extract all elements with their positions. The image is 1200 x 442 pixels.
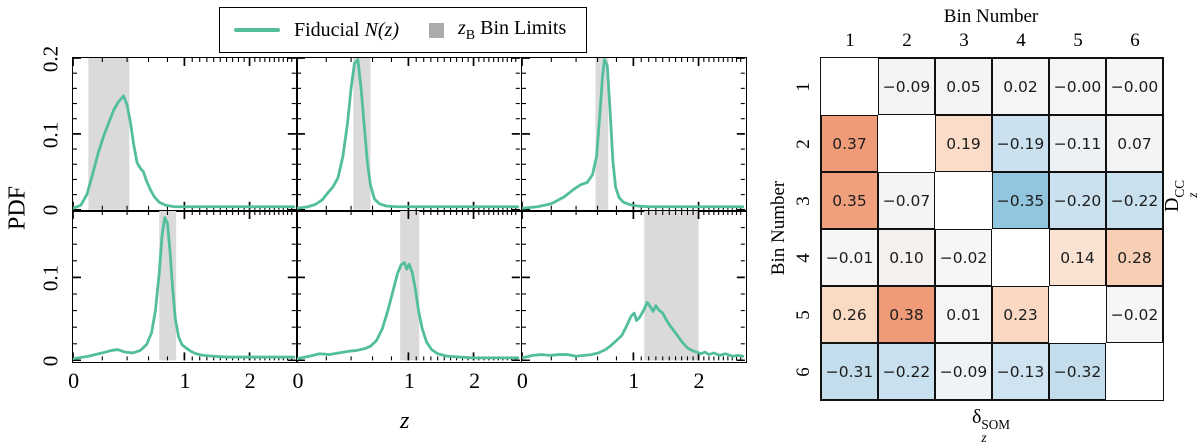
pdf-panel-bin3 [520,57,747,212]
matrix-left-axis-label: Bin Number [768,180,789,276]
matrix-cell-r2c5: −0.11 [1049,115,1106,172]
pdf-panel-bin1 [72,57,298,212]
matrix-cell-r3c6: −0.22 [1106,172,1163,229]
matrix-cell-r1c5: −0.00 [1049,58,1106,115]
matrix-diagonal-r5c5 [1049,286,1106,343]
matrix-frame: −0.09 0.05 0.02 −0.00 −0.00 0.37 0.19 −0.19 −0.1… [820,57,1164,401]
pdf-panel-bin6 [520,210,747,363]
zb-bin-limit-band [595,58,609,210]
matrix-cell-r3c4: −0.35 [992,172,1049,229]
matrix-cell-r4c5: 0.14 [1049,229,1106,286]
matrix-top-axis-label: Bin Number [943,6,1039,27]
bin-limits-swatch [429,22,444,38]
matrix-col-label-4: 4 [1016,30,1026,51]
fiducial-nz-curve-bin1 [73,94,296,210]
matrix-cell-r6c3: −0.09 [935,343,992,400]
matrix-cell-r1c4: 0.02 [992,58,1049,115]
matrix-cell-r4c6: 0.28 [1106,229,1163,286]
matrix-col-label-1: 1 [845,30,855,51]
matrix-bottom-label: δ SOM z [971,406,1011,442]
matrix-diagonal-r1c1 [821,58,878,115]
matrix-cell-r4c2: 0.10 [878,229,935,286]
matrix-diagonal-r3c3 [935,172,992,229]
fiducial-nz-curve-bin4 [73,216,296,361]
legend: Fiducial N(z) zB Bin Limits [219,7,587,53]
matrix-col-label-5: 5 [1073,30,1083,51]
matrix-cell-r6c2: −0.22 [878,343,935,400]
x-tick-label: 1 [403,368,415,393]
fiducial-line-sample [234,28,280,32]
fiducial-nz-curve-bin5 [297,261,520,361]
matrix-cell-r6c5: −0.32 [1049,343,1106,400]
matrix-cell-r3c5: −0.20 [1049,172,1106,229]
matrix-cell-r5c4: 0.23 [992,286,1049,343]
matrix-row-label-1: 1 [793,82,814,92]
matrix-cell-r4c1: −0.01 [821,229,878,286]
fiducial-nz-curve-bin2 [297,58,520,210]
matrix-row-label-5: 5 [793,310,814,320]
matrix-right-label: D CC z [1160,179,1200,213]
matrix-row-label-2: 2 [793,139,814,149]
x-tick-label: 0 [516,368,528,393]
pdf-panel-bin4 [72,210,298,363]
matrix-cell-r5c3: 0.01 [935,286,992,343]
matrix-cell-r4c3: −0.02 [935,229,992,286]
x-tick-label: 0 [68,368,80,393]
zb-bin-limit-band [644,211,699,361]
x-tick-label: 0 [292,368,304,393]
pdf-axis-label: PDF [4,185,31,231]
matrix-cell-r2c6: 0.07 [1106,115,1163,172]
matrix-diagonal-r2c2 [878,115,935,172]
matrix-cell-r6c4: −0.13 [992,343,1049,400]
x-tick-label: 2 [693,368,705,393]
matrix-cell-r1c6: −0.00 [1106,58,1163,115]
y-tick-label: 0.1 [38,265,63,292]
matrix-cell-r5c2: 0.38 [878,286,935,343]
z-axis-label: z [400,408,410,434]
matrix-cell-r1c2: −0.09 [878,58,935,115]
x-tick-label: 1 [179,368,191,393]
pdf-panel-bin2 [296,57,523,212]
matrix-row-label-6: 6 [793,367,814,377]
zb-bin-limit-band [88,58,130,210]
matrix-cell-r6c1: −0.31 [821,343,878,400]
legend-binlimits-label: zB Bin Limits [458,16,567,43]
matrix-cell-r3c2: −0.07 [878,172,935,229]
matrix-col-label-2: 2 [902,30,912,51]
x-tick-label: 2 [469,368,481,393]
matrix-row-label-4: 4 [793,253,814,263]
fiducial-nz-curve-bin3 [521,58,744,210]
zb-bin-limit-band [400,211,420,361]
matrix-cell-r2c3: 0.19 [935,115,992,172]
y-tick-label: 0 [38,356,63,367]
x-tick-label: 1 [628,368,640,393]
matrix-cell-r5c6: −0.02 [1106,286,1163,343]
pdf-panel-bin5 [296,210,523,363]
matrix-col-label-6: 6 [1130,30,1140,51]
y-tick-label: 0.2 [38,45,63,72]
matrix-cell-r1c3: 0.05 [935,58,992,115]
matrix-col-label-3: 3 [959,30,969,51]
x-tick-label: 2 [244,368,256,393]
zb-bin-limit-band [159,211,177,361]
legend-fiducial-label: Fiducial N(z) [294,18,399,41]
matrix-diagonal-r6c6 [1106,343,1163,400]
y-tick-label: 0.1 [38,121,63,148]
y-tick-label: 0 [38,205,63,216]
matrix-cell-r2c4: −0.19 [992,115,1049,172]
matrix-cell-r5c1: 0.26 [821,286,878,343]
fiducial-nz-curve-bin6 [521,301,744,360]
matrix-row-label-3: 3 [793,196,814,206]
matrix-cell-r2c1: 0.37 [821,115,878,172]
matrix-diagonal-r4c4 [992,229,1049,286]
zb-bin-limit-band [353,58,371,210]
matrix-cell-r3c1: 0.35 [821,172,878,229]
